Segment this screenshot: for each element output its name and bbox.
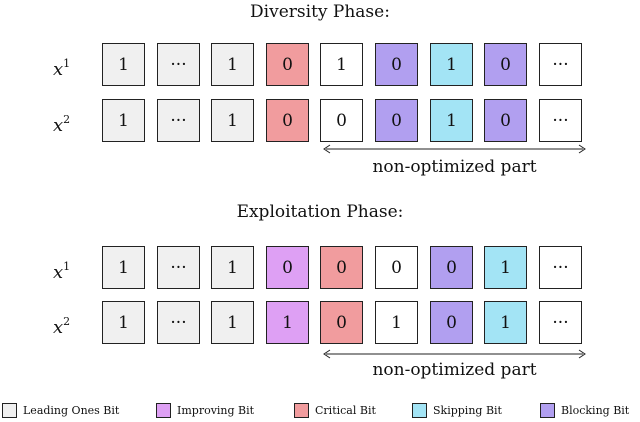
legend-swatch-skipping	[412, 402, 427, 418]
diversity-bit-cell: 1	[320, 43, 363, 86]
legend-swatch-improving	[156, 402, 171, 418]
diversity-bit-cell: 1	[102, 43, 145, 86]
diversity-bit-cell: 1	[430, 99, 473, 142]
legend-item-blocking: Blocking Bit	[540, 401, 629, 419]
exploitation-non-optimized-marker: non-optimized part	[322, 348, 587, 380]
exploitation-bit-cell: ···	[539, 301, 582, 344]
diversity-bit-cell: 1	[430, 43, 473, 86]
exploitation-phase-title: Exploitation Phase:	[236, 202, 404, 222]
exploitation-bit-cell: 0	[320, 246, 363, 289]
legend-label: Critical Bit	[315, 403, 376, 417]
row-variable: x	[53, 262, 64, 283]
exploitation-bit-cell: 1	[102, 246, 145, 289]
diversity-bit-cell: ···	[157, 99, 200, 142]
diversity-bit-cell: 0	[484, 43, 527, 86]
exploitation-bit-cell: 1	[102, 301, 145, 344]
diversity-bit-cell: ···	[539, 43, 582, 86]
row-variable: x	[53, 59, 64, 80]
row-superscript: 1	[63, 260, 71, 273]
diversity-bit-cell: 1	[211, 99, 254, 142]
exploitation-bit-cell: 0	[430, 246, 473, 289]
diversity-row-label-2: x2	[53, 110, 70, 136]
exploitation-bit-cell: ···	[539, 246, 582, 289]
exploitation-non-optimized-label: non-optimized part	[372, 360, 537, 380]
exploitation-bit-cell: 0	[266, 246, 309, 289]
exploitation-bit-cell: 1	[375, 301, 418, 344]
exploitation-bit-cell: 0	[375, 246, 418, 289]
diversity-bit-cell: 1	[211, 43, 254, 86]
legend-item-critical: Critical Bit	[294, 401, 376, 419]
exploitation-bit-cell: 1	[484, 246, 527, 289]
exploitation-bit-cell: 1	[211, 246, 254, 289]
diversity-bit-cell: 0	[266, 43, 309, 86]
row-superscript: 1	[63, 57, 71, 70]
exploitation-bit-cell: 0	[430, 301, 473, 344]
diversity-bit-cell: ···	[539, 99, 582, 142]
legend-swatch-critical	[294, 402, 309, 418]
exploitation-bit-cell: 1	[484, 301, 527, 344]
diversity-bit-cell: 0	[375, 43, 418, 86]
diversity-bit-cell: ···	[157, 43, 200, 86]
legend-label: Skipping Bit	[433, 403, 502, 417]
legend-swatch-leading	[2, 402, 17, 418]
diversity-bit-cell: 0	[320, 99, 363, 142]
legend-label: Blocking Bit	[561, 403, 630, 417]
legend-swatch-blocking	[540, 402, 555, 418]
diversity-non-optimized-marker: non-optimized part	[322, 143, 587, 177]
diversity-bit-cell: 0	[266, 99, 309, 142]
exploitation-bit-cell: ···	[157, 246, 200, 289]
exploitation-bit-cell: 1	[211, 301, 254, 344]
legend-item-leading: Leading Ones Bit	[2, 401, 119, 419]
exploitation-bit-cell: ···	[157, 301, 200, 344]
row-variable: x	[53, 317, 64, 338]
exploitation-bit-cell: 0	[320, 301, 363, 344]
row-variable: x	[53, 115, 64, 136]
legend-item-skipping: Skipping Bit	[412, 401, 502, 419]
exploitation-bit-cell: 1	[266, 301, 309, 344]
legend-label: Improving Bit	[177, 403, 255, 417]
exploitation-row-label-1: x1	[53, 257, 70, 283]
diversity-bit-cell: 0	[375, 99, 418, 142]
diversity-bit-cell: 0	[484, 99, 527, 142]
legend-item-improving: Improving Bit	[156, 401, 254, 419]
row-superscript: 2	[63, 315, 71, 328]
legend-label: Leading Ones Bit	[23, 403, 120, 417]
legend: Leading Ones Bit Improving Bit Critical Bi…	[0, 401, 640, 419]
double-arrow-icon	[323, 144, 586, 154]
diversity-non-optimized-label: non-optimized part	[372, 157, 537, 177]
diversity-phase-title: Diversity Phase:	[250, 2, 390, 22]
row-superscript: 2	[63, 113, 71, 126]
exploitation-row-label-2: x2	[53, 312, 70, 338]
double-arrow-icon	[323, 349, 586, 359]
diversity-row-label-1: x1	[53, 54, 70, 80]
diversity-bit-cell: 1	[102, 99, 145, 142]
